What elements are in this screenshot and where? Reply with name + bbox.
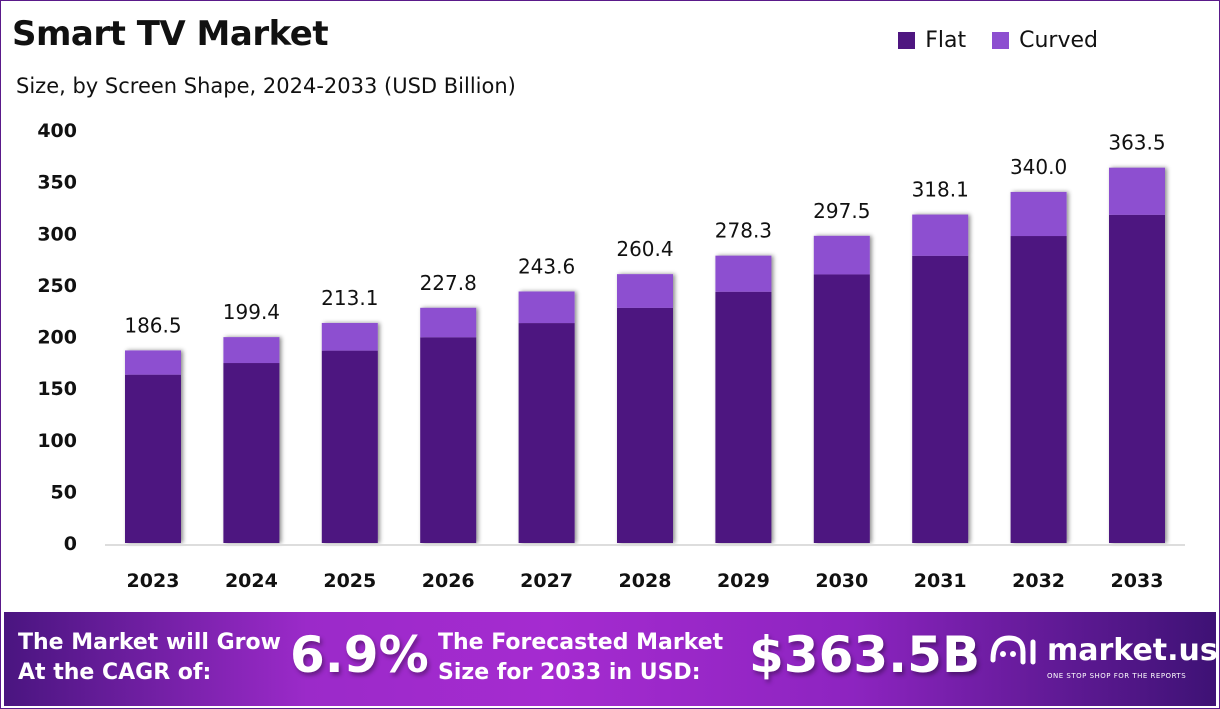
cagr-label: The Market will Grow At the CAGR of: [18, 628, 281, 688]
total-label: 278.3 [715, 219, 772, 243]
y-tick-label: 0 [64, 533, 77, 555]
total-label: 260.4 [616, 237, 673, 261]
x-tick-label: 2028 [619, 570, 672, 592]
bar-curved-2028 [617, 274, 673, 308]
bar-flat-2032 [1010, 236, 1067, 543]
y-tick-label: 350 [37, 172, 77, 194]
bar-curved-2027 [518, 291, 575, 324]
legend-label-flat: Flat [925, 28, 967, 53]
bar-curved-2032 [1010, 191, 1067, 237]
total-label: 318.1 [912, 178, 969, 202]
x-tick-label: 2031 [914, 570, 967, 592]
bar-flat-2029 [715, 291, 772, 543]
legend-label-curved: Curved [1019, 28, 1098, 53]
logo-name: market.us [1047, 632, 1218, 668]
x-tick-label: 2025 [323, 570, 376, 592]
x-tick-label: 2030 [815, 570, 868, 592]
bar-flat-2031 [912, 255, 969, 543]
bar-stack-2030 [813, 235, 870, 543]
y-tick-label: 300 [37, 223, 77, 245]
bar-flat-2033 [1109, 214, 1165, 543]
bar-flat-2025 [321, 350, 378, 543]
x-tick-label: 2023 [127, 570, 180, 592]
forecast-label-line2: Size for 2033 in USD: [438, 660, 701, 685]
bar-stack-2026 [420, 307, 477, 543]
x-tick-label: 2026 [422, 570, 475, 592]
y-tick-label: 200 [37, 327, 77, 349]
cagr-label-line1: The Market will Grow [18, 630, 281, 655]
total-label: 363.5 [1108, 131, 1165, 155]
total-label: 213.1 [321, 286, 378, 310]
bar-curved-2031 [912, 214, 969, 256]
bar-curved-2030 [813, 235, 870, 275]
y-tick-label: 50 [51, 481, 77, 503]
bar-flat-2027 [518, 323, 575, 543]
y-tick-label: 400 [37, 120, 77, 142]
bar-curved-2033 [1109, 167, 1165, 215]
x-tick-label: 2029 [717, 570, 770, 592]
bar-flat-2030 [813, 274, 870, 543]
forecast-label: The Forecasted Market Size for 2033 in US… [438, 628, 723, 688]
bar-stack-2031 [912, 214, 969, 543]
bar-stack-2028 [617, 274, 673, 543]
legend-item-flat: Flat [898, 28, 966, 53]
bar-flat-2024 [223, 363, 280, 543]
bar-stack-2029 [715, 255, 772, 543]
legend: Flat Curved [898, 28, 1098, 53]
bar-curved-2023 [125, 350, 181, 375]
total-label: 243.6 [518, 254, 575, 278]
bar-flat-2028 [617, 307, 673, 543]
total-label: 340.0 [1010, 155, 1067, 179]
total-label: 297.5 [813, 199, 870, 223]
bar-chart: 0 50 100 150 200 250 300 350 400 186.5 199.4 213.1 2… [37, 120, 1185, 592]
chart-subtitle: Size, by Screen Shape, 2024-2033 (USD Bi… [16, 74, 516, 98]
x-tick-label: 2033 [1111, 570, 1164, 592]
legend-swatch-flat [898, 32, 916, 49]
bar-flat-2026 [420, 337, 477, 543]
x-tick-label: 2024 [225, 570, 278, 592]
bar-flat-2023 [125, 374, 181, 543]
logo-tagline: ONE STOP SHOP FOR THE REPORTS [1047, 672, 1187, 680]
total-label: 186.5 [124, 313, 181, 337]
cagr-value: 6.9% [290, 626, 429, 684]
bar-stack-2023 [125, 350, 181, 543]
bar-curved-2029 [715, 255, 772, 292]
bar-curved-2024 [223, 337, 280, 364]
x-tick-label: 2027 [520, 570, 573, 592]
legend-swatch-curved [992, 32, 1010, 49]
bar-stack-2025 [321, 322, 378, 543]
bar-stack-2024 [223, 337, 280, 543]
cagr-label-line2: At the CAGR of: [18, 660, 212, 685]
total-label: 227.8 [420, 271, 477, 295]
bar-stack-2027 [518, 291, 575, 543]
legend-item-curved: Curved [992, 28, 1098, 53]
forecast-value: $363.5B [749, 626, 981, 684]
bar-stack-2032 [1010, 191, 1067, 543]
footer-banner: The Market will Grow At the CAGR of: 6.9%… [4, 612, 1218, 706]
chart-title: Smart TV Market [12, 14, 329, 54]
bar-stack-2033 [1109, 167, 1165, 543]
y-tick-label: 250 [37, 275, 77, 297]
marketus-logo: market.us ONE STOP SHOP FOR THE REPORTS [989, 632, 1218, 680]
total-label: 199.4 [223, 300, 280, 324]
x-tick-label: 2032 [1012, 570, 1065, 592]
bar-curved-2026 [420, 307, 477, 338]
logo-icon [990, 635, 1036, 665]
forecast-label-line1: The Forecasted Market [438, 630, 724, 655]
y-tick-label: 100 [37, 430, 77, 452]
y-tick-label: 150 [37, 378, 77, 400]
bar-curved-2025 [321, 322, 378, 351]
